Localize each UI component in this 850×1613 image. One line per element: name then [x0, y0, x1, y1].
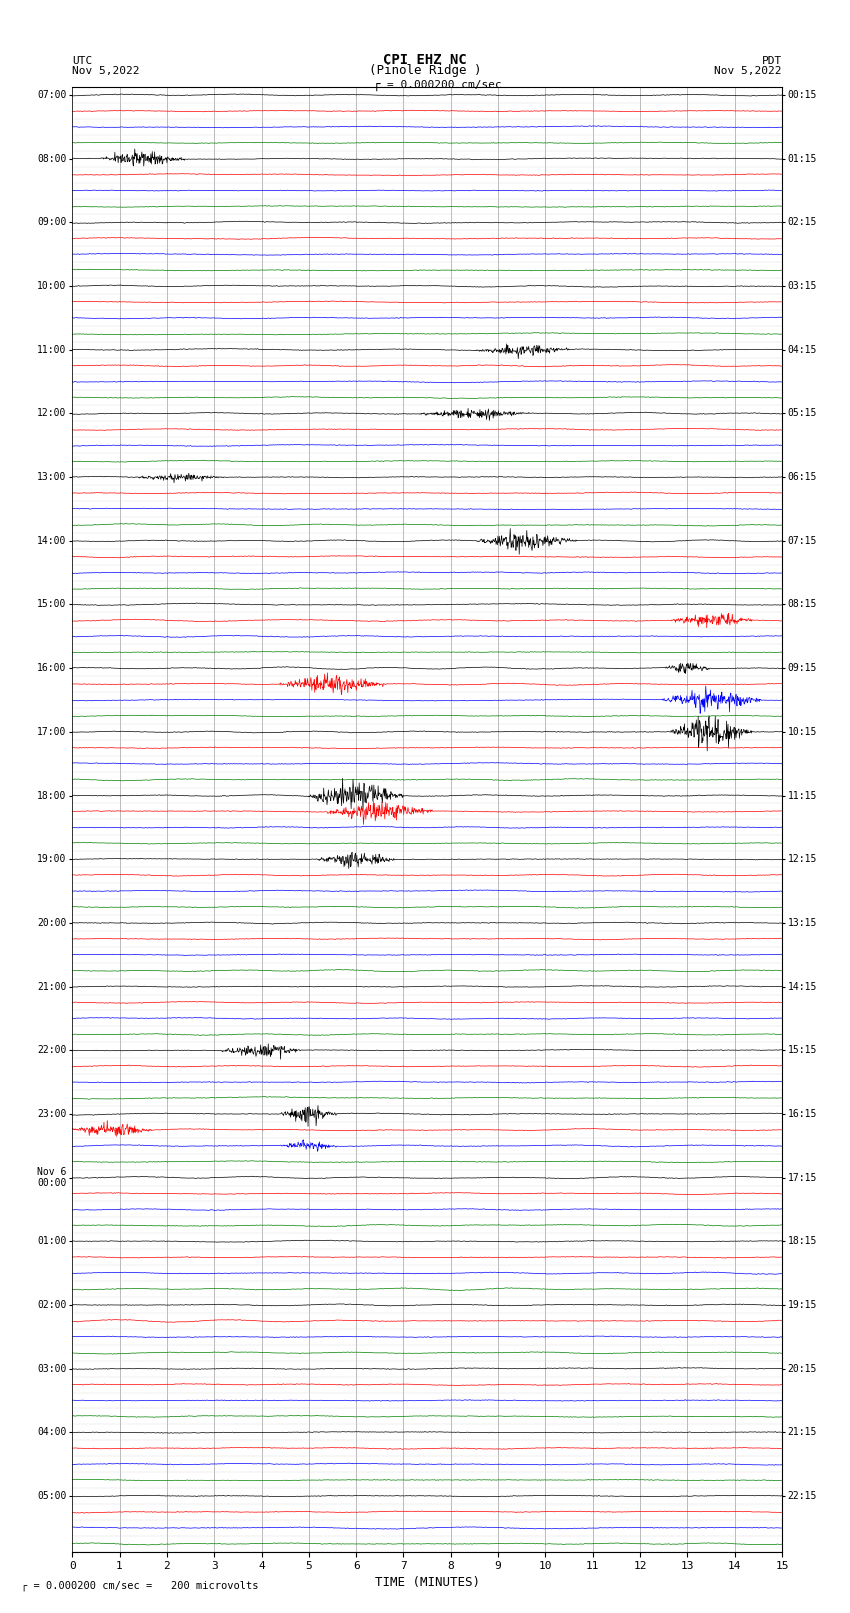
Text: ┌ = 0.000200 cm/sec =   200 microvolts: ┌ = 0.000200 cm/sec = 200 microvolts: [21, 1581, 258, 1590]
Text: UTC: UTC: [72, 56, 93, 66]
Text: Nov 5,2022: Nov 5,2022: [715, 66, 782, 76]
Text: ┌: ┌: [372, 77, 380, 92]
Text: Nov 5,2022: Nov 5,2022: [72, 66, 139, 76]
Text: PDT: PDT: [762, 56, 782, 66]
X-axis label: TIME (MINUTES): TIME (MINUTES): [375, 1576, 479, 1589]
Text: (Pinole Ridge ): (Pinole Ridge ): [369, 63, 481, 77]
Text: CPI EHZ NC: CPI EHZ NC: [383, 53, 467, 66]
Text: = 0.000200 cm/sec: = 0.000200 cm/sec: [387, 79, 501, 90]
